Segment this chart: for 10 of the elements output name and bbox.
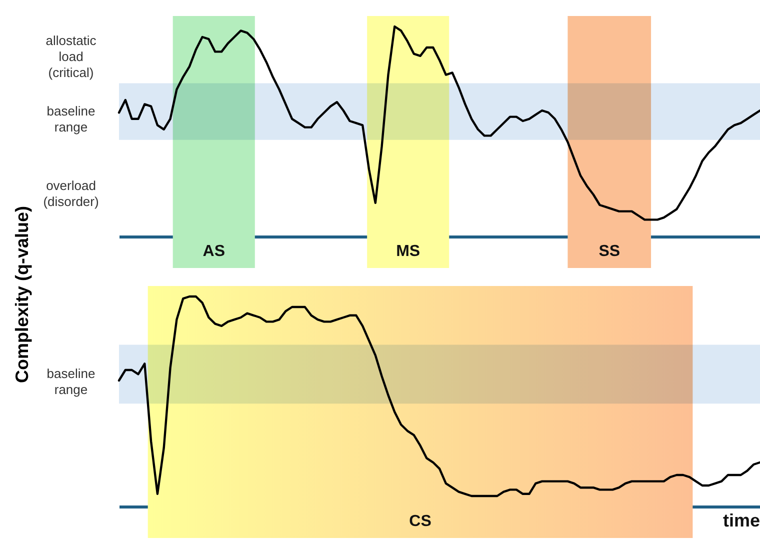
text: MS — [396, 243, 420, 260]
text: overload (disorder) — [43, 178, 99, 210]
text: AS — [202, 243, 226, 260]
text: allostatic load (critical) — [46, 33, 97, 80]
text: CS — [409, 513, 432, 530]
x-axis-title: time — [722, 510, 760, 530]
band-label: baseline range — [46, 366, 96, 398]
text: SS — [598, 243, 620, 260]
band-label: baseline range — [46, 104, 96, 135]
y-axis-title: Complexity (q-value) — [12, 206, 32, 384]
